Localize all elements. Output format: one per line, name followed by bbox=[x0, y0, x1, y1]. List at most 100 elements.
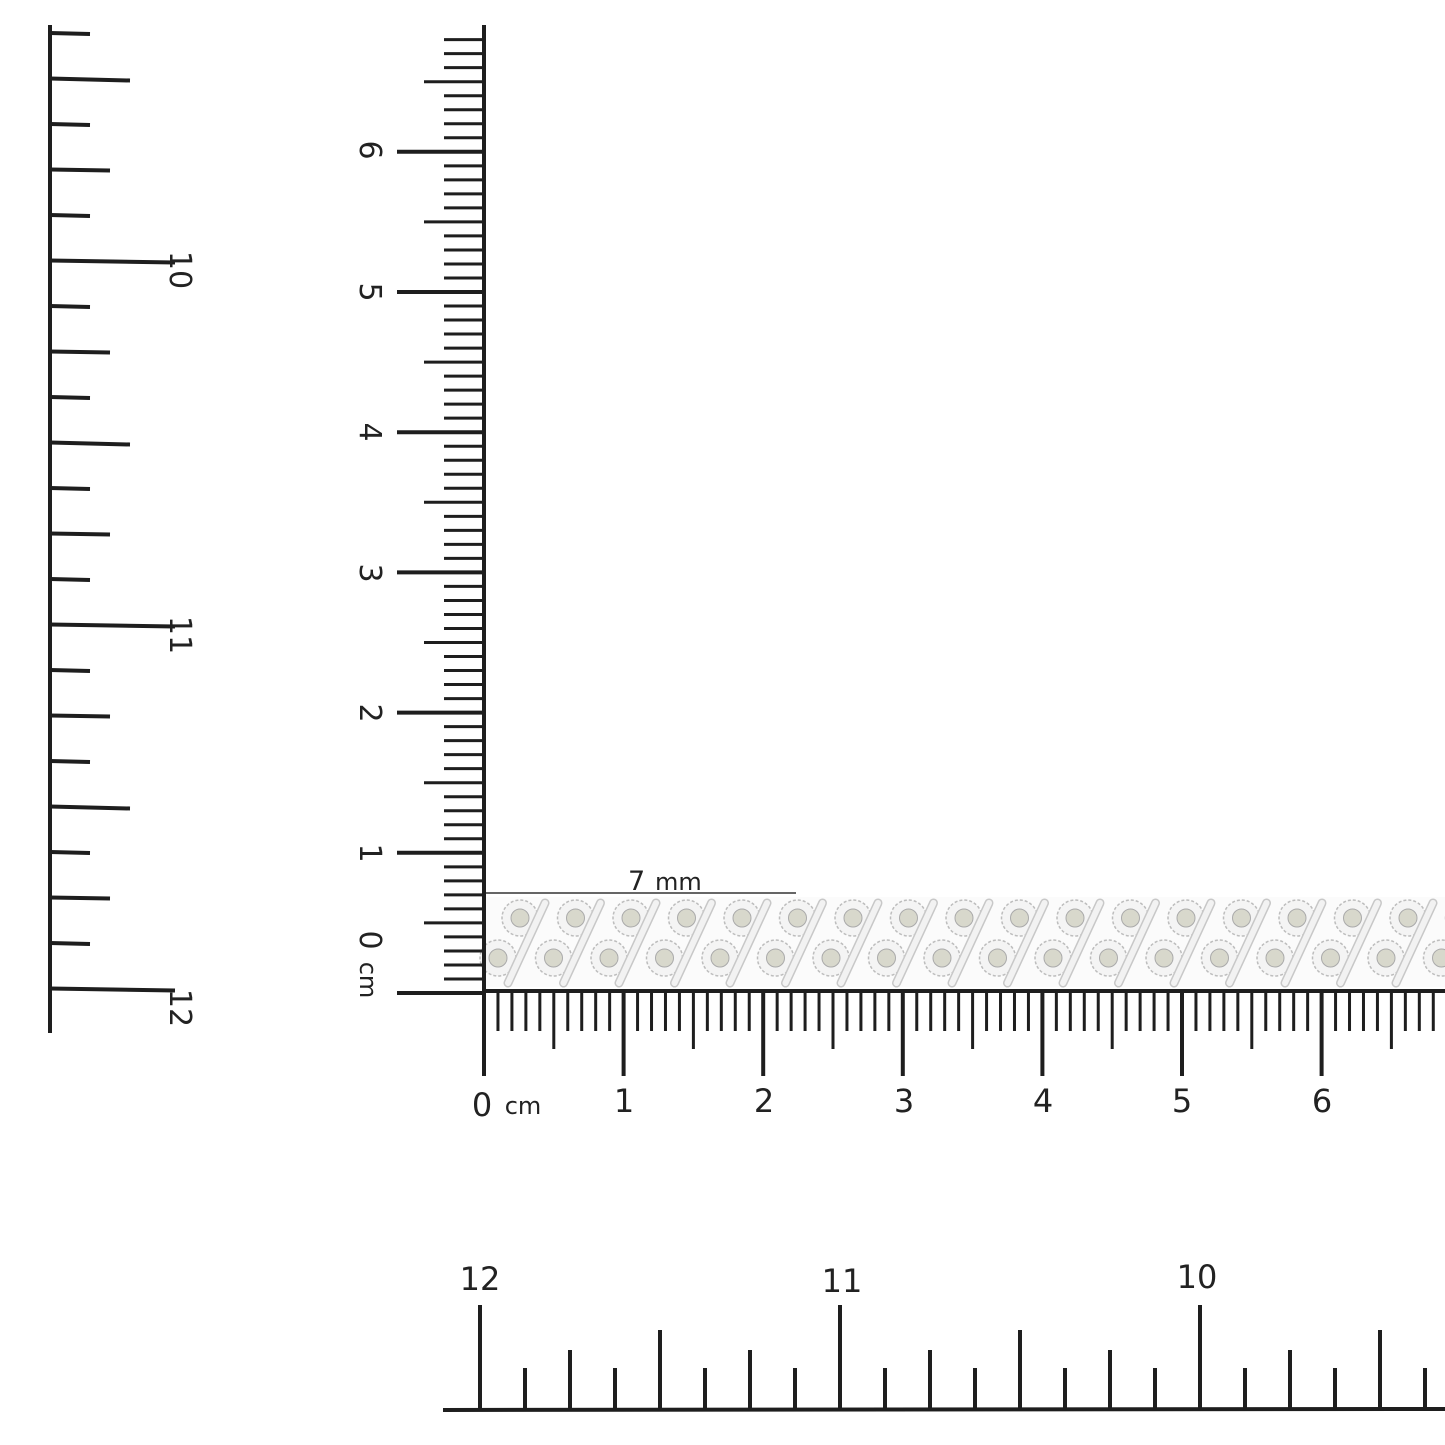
diamond bbox=[988, 948, 1007, 968]
bottom-ruler-label: 12 bbox=[460, 1260, 501, 1298]
diagonal-bar-highlight bbox=[1115, 900, 1159, 986]
diamond bbox=[766, 948, 785, 968]
hcm-label: 1 bbox=[614, 1082, 634, 1120]
diagonal-bar-highlight bbox=[1393, 900, 1436, 986]
bottom-ruler-label: 11 bbox=[822, 1262, 863, 1300]
diamond bbox=[932, 948, 952, 968]
diamond bbox=[488, 948, 508, 968]
diamond bbox=[1432, 948, 1445, 968]
bracelet-image bbox=[479, 897, 1445, 988]
diagonal-bar-highlight bbox=[949, 900, 992, 986]
ruler-tick bbox=[49, 850, 91, 855]
diamond bbox=[877, 948, 896, 968]
ruler-tick bbox=[49, 76, 131, 83]
vcm-label: 1 bbox=[352, 843, 387, 862]
diamond bbox=[954, 908, 974, 928]
diamond bbox=[1043, 948, 1063, 968]
ruler-tick bbox=[49, 804, 131, 811]
left-ruler-label: 12 bbox=[162, 989, 197, 1027]
ruler-tick bbox=[49, 31, 91, 36]
diagonal-bar-highlight bbox=[1004, 900, 1048, 986]
diagonal-bar-highlight bbox=[838, 900, 881, 986]
ruler-tick bbox=[49, 713, 111, 719]
ruler-tick bbox=[49, 986, 176, 993]
vcm-label: 3 bbox=[352, 563, 387, 582]
ruler-tick bbox=[49, 258, 176, 265]
ruler-tick bbox=[49, 349, 111, 355]
diamond bbox=[1010, 908, 1029, 928]
ruler-tick bbox=[49, 440, 131, 447]
diagonal-bar-highlight bbox=[727, 900, 770, 986]
diamond bbox=[655, 948, 674, 968]
ruler-tick bbox=[49, 895, 111, 901]
diagonal-bar-highlight bbox=[1060, 900, 1103, 986]
diamond bbox=[621, 908, 641, 928]
diagonal-bar-highlight bbox=[616, 900, 659, 986]
ruler-tick bbox=[49, 213, 91, 218]
diamond bbox=[899, 908, 918, 928]
diagonal-bar-highlight bbox=[1337, 900, 1381, 986]
ruler-tick bbox=[49, 122, 91, 127]
diamond bbox=[1176, 908, 1196, 928]
diamond bbox=[677, 908, 696, 928]
width-unit: mm bbox=[655, 868, 702, 896]
diamond bbox=[599, 948, 619, 968]
diamond bbox=[1265, 948, 1285, 968]
ruler-tick bbox=[49, 395, 91, 400]
diagonal-bar-highlight bbox=[893, 900, 937, 986]
diamond bbox=[732, 908, 752, 928]
ruler-tick bbox=[49, 167, 111, 173]
diagonal-bar-highlight bbox=[1171, 900, 1214, 986]
hcm-label: 4 bbox=[1033, 1082, 1053, 1120]
ruler-spine bbox=[442, 1407, 1445, 1412]
hcm-label: 6 bbox=[1312, 1082, 1332, 1120]
ruler-tick bbox=[49, 941, 91, 946]
diamond bbox=[1287, 908, 1307, 928]
hcm-zero-label: 0 bbox=[472, 1086, 492, 1124]
ruler-tick bbox=[49, 668, 91, 673]
diamond bbox=[788, 908, 807, 928]
hcm-unit-label: cm bbox=[505, 1092, 542, 1120]
ruler-tick bbox=[49, 486, 91, 491]
ruler-tick bbox=[49, 622, 176, 629]
vcm-label: 6 bbox=[352, 140, 387, 159]
ruler-tick bbox=[49, 759, 91, 764]
hcm-label: 5 bbox=[1172, 1082, 1192, 1120]
hcm-label: 2 bbox=[754, 1082, 774, 1120]
diamond bbox=[710, 948, 730, 968]
vcm-label: 2 bbox=[352, 703, 387, 722]
left-inch-ruler bbox=[48, 25, 176, 1033]
diagonal-bar-highlight bbox=[560, 900, 604, 986]
diagonal-bar-highlight bbox=[782, 900, 826, 986]
bottom-ruler-label: 10 bbox=[1177, 1258, 1218, 1296]
diamond bbox=[1065, 908, 1085, 928]
bottom-inch-ruler bbox=[442, 1305, 1445, 1412]
diamond bbox=[544, 948, 563, 968]
vcm-label: 5 bbox=[352, 282, 387, 301]
ruler-tick bbox=[49, 577, 91, 582]
ruler-tick bbox=[49, 304, 91, 309]
diamond bbox=[510, 908, 530, 928]
hcm-label: 3 bbox=[894, 1082, 914, 1120]
diagonal-bar-highlight bbox=[671, 900, 715, 986]
vcm-unit-label: cm bbox=[354, 962, 382, 999]
diagonal-bar-highlight bbox=[1226, 900, 1270, 986]
diagonal-bar-highlight bbox=[1282, 900, 1325, 986]
horizontal-cm-ruler bbox=[482, 989, 1445, 1076]
vertical-cm-ruler bbox=[397, 25, 486, 995]
vcm-zero-label: 0 bbox=[352, 930, 387, 949]
diamond bbox=[821, 948, 841, 968]
diamond bbox=[1343, 908, 1362, 928]
left-ruler-label: 10 bbox=[162, 251, 197, 289]
diamond bbox=[566, 908, 585, 928]
vcm-label: 4 bbox=[352, 422, 387, 441]
width-value: 7 bbox=[628, 866, 645, 897]
diamond bbox=[843, 908, 863, 928]
diamond bbox=[1154, 948, 1174, 968]
diamond bbox=[1376, 948, 1396, 968]
diamond bbox=[1398, 908, 1418, 928]
diamond bbox=[1321, 948, 1340, 968]
diamond bbox=[1210, 948, 1229, 968]
left-ruler-label: 11 bbox=[162, 616, 197, 654]
